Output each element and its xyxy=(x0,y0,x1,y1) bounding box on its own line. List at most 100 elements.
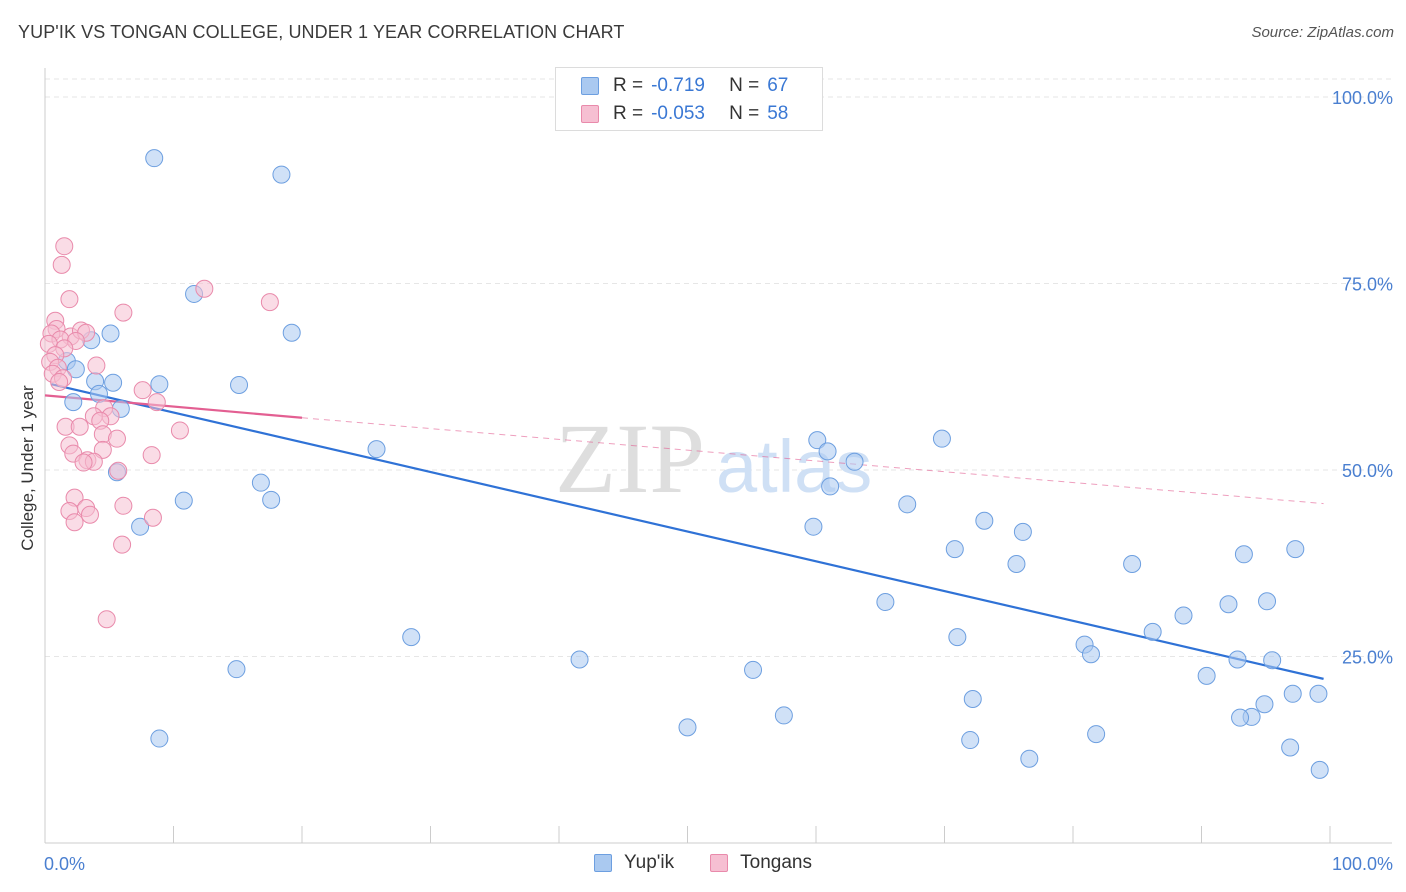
watermark-atlas: atlas xyxy=(716,425,872,508)
data-point[interactable] xyxy=(93,440,112,459)
legend-r-value: -0.053 xyxy=(651,103,705,124)
data-point[interactable] xyxy=(845,452,864,471)
trend-line-yupik xyxy=(51,383,1324,680)
data-point[interactable] xyxy=(1087,725,1106,744)
data-point[interactable] xyxy=(65,513,84,532)
data-point[interactable] xyxy=(367,440,386,459)
data-point[interactable] xyxy=(1286,540,1305,559)
data-point[interactable] xyxy=(1174,606,1193,625)
data-point[interactable] xyxy=(230,375,249,394)
data-point[interactable] xyxy=(109,461,128,480)
data-point[interactable] xyxy=(808,431,827,450)
data-point[interactable] xyxy=(104,373,123,392)
data-point[interactable] xyxy=(262,490,281,509)
legend-r-label: R = xyxy=(613,75,644,96)
data-point[interactable] xyxy=(133,381,152,400)
data-point[interactable] xyxy=(1231,708,1250,727)
data-point[interactable] xyxy=(1007,554,1026,573)
data-point[interactable] xyxy=(1255,695,1274,714)
data-point[interactable] xyxy=(1310,760,1329,779)
data-point[interactable] xyxy=(272,165,291,184)
data-point[interactable] xyxy=(963,690,982,709)
data-point[interactable] xyxy=(1283,684,1302,703)
data-point[interactable] xyxy=(142,446,161,465)
tick-labels: 100.0% 75.0% 50.0% 25.0% 0.0% 100.0% xyxy=(44,88,1393,874)
data-point[interactable] xyxy=(195,279,214,298)
data-point[interactable] xyxy=(876,593,895,612)
data-point[interactable] xyxy=(70,417,89,436)
y-tick-label: 25.0% xyxy=(1342,648,1393,668)
data-point[interactable] xyxy=(818,442,837,461)
data-point[interactable] xyxy=(80,505,99,524)
data-point[interactable] xyxy=(55,237,74,256)
data-point[interactable] xyxy=(147,393,166,412)
data-point[interactable] xyxy=(143,508,162,527)
source-label: Source: ZipAtlas.com xyxy=(1251,24,1394,41)
series-yupik xyxy=(57,149,1329,779)
data-point[interactable] xyxy=(948,628,967,647)
data-point[interactable] xyxy=(1234,545,1253,564)
data-point[interactable] xyxy=(678,718,697,737)
data-points xyxy=(39,149,1329,779)
data-point[interactable] xyxy=(60,290,79,309)
data-point[interactable] xyxy=(50,372,69,391)
legend-n-label: N = xyxy=(729,103,760,124)
data-point[interactable] xyxy=(150,729,169,748)
data-point[interactable] xyxy=(131,517,150,536)
data-point[interactable] xyxy=(114,303,133,322)
data-point[interactable] xyxy=(114,496,133,515)
data-point[interactable] xyxy=(1143,622,1162,641)
data-point[interactable] xyxy=(66,360,85,379)
data-point[interactable] xyxy=(150,375,169,394)
legend-swatch-tongans xyxy=(581,105,599,123)
data-point[interactable] xyxy=(174,491,193,510)
series-tongans xyxy=(39,237,279,629)
legend-item-yupik[interactable]: Yup'ik xyxy=(594,852,674,874)
data-point[interactable] xyxy=(170,421,189,440)
data-point[interactable] xyxy=(774,706,793,725)
data-point[interactable] xyxy=(101,324,120,343)
data-point[interactable] xyxy=(804,517,823,536)
data-point[interactable] xyxy=(975,511,994,530)
data-point[interactable] xyxy=(1263,651,1282,670)
data-point[interactable] xyxy=(945,540,964,559)
y-tick-label: 50.0% xyxy=(1342,461,1393,481)
data-point[interactable] xyxy=(260,293,279,312)
data-point[interactable] xyxy=(570,650,589,669)
data-point[interactable] xyxy=(52,255,71,274)
legend-n-label: N = xyxy=(729,75,760,96)
data-point[interactable] xyxy=(821,477,840,496)
data-point[interactable] xyxy=(227,660,246,679)
data-point[interactable] xyxy=(1281,738,1300,757)
data-point[interactable] xyxy=(1081,645,1100,664)
data-point[interactable] xyxy=(251,473,270,492)
data-point[interactable] xyxy=(282,323,301,342)
legend-r-label: R = xyxy=(613,103,644,124)
data-point[interactable] xyxy=(74,453,93,472)
data-point[interactable] xyxy=(87,356,106,375)
data-point[interactable] xyxy=(1013,522,1032,541)
data-point[interactable] xyxy=(1123,554,1142,573)
data-point[interactable] xyxy=(898,495,917,514)
data-point[interactable] xyxy=(1258,592,1277,611)
data-point[interactable] xyxy=(97,610,116,629)
data-point[interactable] xyxy=(932,429,951,448)
data-point[interactable] xyxy=(107,429,126,448)
data-point[interactable] xyxy=(145,149,164,168)
chart-title: YUP'IK VS TONGAN COLLEGE, UNDER 1 YEAR C… xyxy=(18,22,625,42)
data-point[interactable] xyxy=(1228,650,1247,669)
data-point[interactable] xyxy=(402,628,421,647)
data-point[interactable] xyxy=(64,393,83,412)
legend-item-tongans[interactable]: Tongans xyxy=(710,852,812,874)
data-point[interactable] xyxy=(1219,595,1238,614)
data-point[interactable] xyxy=(961,731,980,750)
data-point[interactable] xyxy=(1020,749,1039,768)
data-point[interactable] xyxy=(744,660,763,679)
data-point[interactable] xyxy=(1309,684,1328,703)
data-point[interactable] xyxy=(113,535,132,554)
trend-line-extension-tongans xyxy=(301,417,1324,505)
legend-swatch-yupik xyxy=(594,854,613,872)
data-point[interactable] xyxy=(1197,666,1216,685)
watermark-zip: ZIP xyxy=(555,403,705,514)
legend-label-tongans: Tongans xyxy=(740,852,812,873)
